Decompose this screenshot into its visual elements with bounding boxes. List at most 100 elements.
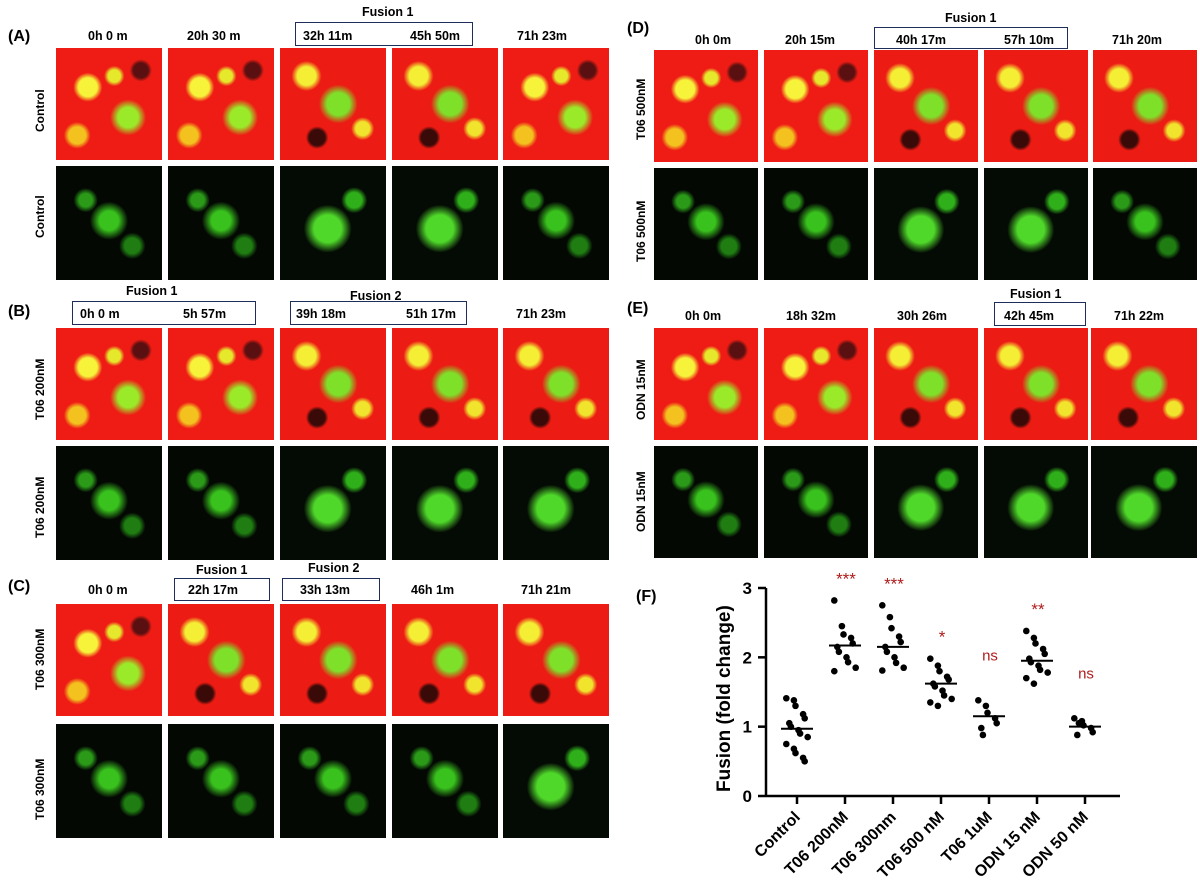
time-label-d5: 71h 20m (1112, 33, 1163, 47)
time-label-c4: 46h 1m (411, 583, 455, 597)
fusion-label-d1: Fusion 1 (945, 11, 997, 25)
y-tick-label: 1 (743, 718, 752, 737)
data-point (931, 683, 939, 690)
data-point (1023, 627, 1030, 635)
image-e-merge-5 (1091, 328, 1197, 440)
image-a-green-2 (168, 166, 274, 280)
image-d-green-4 (984, 168, 1088, 280)
image-d-merge-5 (1093, 50, 1197, 162)
image-e-green-3 (874, 446, 978, 558)
time-label-b1: 0h 0 m (80, 307, 120, 321)
fusion-box-b2 (290, 301, 467, 325)
fusion-box-c1 (174, 578, 270, 601)
data-point (1089, 728, 1096, 736)
data-point (936, 667, 943, 675)
fusion-box-e1 (994, 302, 1086, 326)
data-point (844, 658, 852, 666)
data-point (1044, 669, 1051, 676)
time-label-d1: 0h 0m (695, 33, 732, 47)
data-point (1041, 650, 1048, 658)
image-d-green-3 (874, 168, 978, 280)
data-point (979, 731, 987, 739)
data-point (982, 702, 990, 710)
fusion-label-b2: Fusion 2 (350, 289, 402, 303)
image-a-green-5 (503, 166, 609, 280)
data-point (934, 662, 942, 669)
image-e-merge-2 (764, 328, 868, 440)
data-point (792, 749, 799, 757)
image-e-green-2 (764, 446, 868, 558)
image-c-merge-2 (168, 604, 274, 716)
significance-label: *** (884, 574, 904, 593)
image-a-merge-4 (392, 48, 498, 160)
time-label-e1: 0h 0m (685, 309, 722, 323)
image-d-merge-4 (984, 50, 1088, 162)
data-point (984, 709, 991, 717)
image-b-green-4 (392, 446, 498, 560)
data-point (792, 702, 799, 710)
significance-label: *** (836, 569, 856, 588)
fusion-box-c2 (282, 578, 380, 601)
y-tick-label: 0 (743, 787, 752, 806)
time-label-e5: 71h 22m (1114, 309, 1165, 323)
time-label-c1: 0h 0 m (88, 583, 128, 597)
time-label-a2: 20h 30 m (187, 29, 241, 43)
image-d-merge-2 (764, 50, 868, 162)
image-c-merge-5 (503, 604, 609, 716)
data-point (801, 715, 808, 722)
panel-label-a: (A) (8, 28, 31, 45)
image-b-merge-4 (392, 328, 498, 440)
data-point (900, 664, 907, 672)
time-label-a1: 0h 0 m (88, 29, 128, 43)
image-c-green-2 (168, 724, 274, 838)
image-d-green-1 (654, 168, 758, 280)
data-point (927, 699, 934, 706)
data-point (975, 697, 982, 704)
data-point (1036, 666, 1044, 674)
image-b-green-2 (168, 446, 274, 560)
data-point (840, 631, 847, 638)
fusion-box-d1 (874, 27, 1068, 49)
time-label-b4: 51h 17m (406, 307, 457, 321)
image-b-green-1 (56, 446, 162, 560)
image-b-merge-3 (280, 328, 386, 440)
data-point (852, 664, 859, 672)
data-point (804, 733, 811, 741)
fusion-label-a1: Fusion 1 (362, 5, 414, 19)
data-point (1030, 634, 1038, 642)
data-point (993, 719, 1000, 727)
y-tick-label: 2 (743, 648, 752, 667)
data-point (886, 613, 894, 621)
panel-label-f: (F) (636, 588, 657, 605)
image-e-green-1 (654, 446, 758, 558)
image-a-green-4 (392, 166, 498, 280)
data-point (783, 694, 790, 702)
data-point (1075, 719, 1083, 727)
time-label-e3: 30h 26m (897, 309, 948, 323)
data-point (1023, 674, 1030, 682)
image-c-green-1 (56, 724, 162, 838)
fusion-label-b1: Fusion 1 (126, 284, 178, 298)
data-point (883, 648, 891, 656)
data-point (796, 730, 804, 737)
data-point (945, 676, 952, 683)
image-c-green-4 (392, 724, 498, 838)
data-point (927, 655, 934, 663)
time-label-b5: 71h 23m (516, 307, 567, 321)
time-label-d2: 20h 15m (785, 33, 836, 47)
significance-label: * (939, 628, 946, 647)
panel-label-d: (D) (627, 20, 650, 37)
time-label-e2: 18h 32m (786, 309, 837, 323)
time-label-c3: 33h 13m (300, 583, 351, 597)
image-c-green-5 (503, 724, 609, 838)
data-point (847, 634, 855, 642)
data-point (835, 648, 843, 656)
data-point (879, 667, 886, 674)
data-point (940, 692, 948, 699)
image-b-merge-2 (168, 328, 274, 440)
image-e-merge-1 (654, 328, 758, 440)
time-label-c5: 71h 21m (521, 583, 572, 597)
panel-label-e: (E) (627, 300, 649, 317)
image-a-merge-1 (56, 48, 162, 160)
